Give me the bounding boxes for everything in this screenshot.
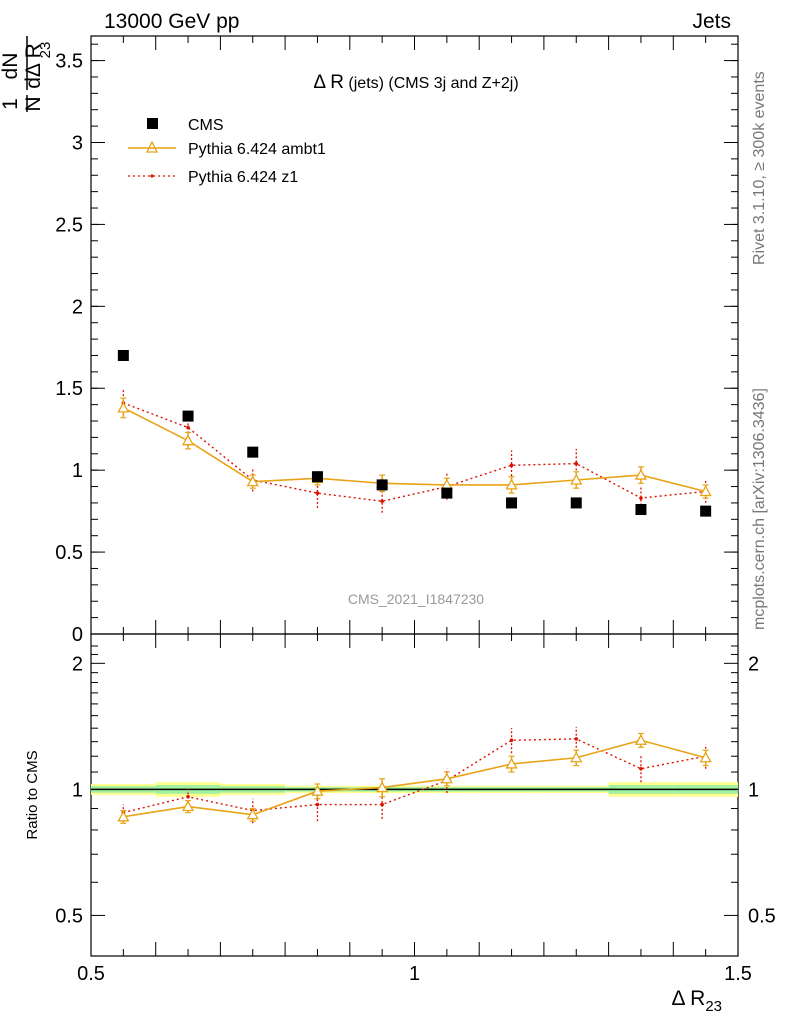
ratio-z1-point xyxy=(315,802,320,807)
xtick-label: 1.5 xyxy=(724,963,752,985)
main-marks xyxy=(117,349,712,517)
ratio-ytick-label: 1 xyxy=(72,779,83,801)
ambt1-point xyxy=(699,485,712,497)
ratio-ambt1-point xyxy=(634,733,648,745)
legend-z1-marker xyxy=(150,174,154,178)
header-right-label: Jets xyxy=(692,10,731,33)
z1-point xyxy=(315,491,320,495)
legend: CMS Pythia 6.424 ambt1 Pythia 6.424 z1 xyxy=(128,117,326,186)
ratio-z1-point xyxy=(380,802,384,807)
z1-series-line xyxy=(123,402,706,503)
mcplots-label: mcplots.cern.ch [arXiv:1306.3436] xyxy=(751,388,768,630)
ratio-z1-point xyxy=(186,794,190,799)
ratio-ytick-label: 0.5 xyxy=(55,905,83,927)
cms-point xyxy=(117,349,129,361)
ambt1-point xyxy=(117,401,130,413)
main-ytick-label: 1 xyxy=(72,460,83,482)
ylabel-d-num: dN xyxy=(0,53,22,80)
ratio-ambt1-point xyxy=(311,784,324,796)
ratio-ytick-label-right: 2 xyxy=(748,653,759,675)
cms-point xyxy=(311,471,323,483)
cms-point xyxy=(182,410,194,422)
ratio-ambt1-point xyxy=(246,808,259,820)
title-main: Δ R xyxy=(313,72,344,93)
xtick-label: 0.5 xyxy=(77,963,105,985)
z1-point xyxy=(639,496,643,500)
main-ytick-label: 3.5 xyxy=(55,51,83,73)
main-ylabel: 1 N dN dΔ R 23 xyxy=(0,36,54,112)
cms-point xyxy=(570,497,582,509)
ambt1-point xyxy=(181,434,195,446)
main-ytick-label: 0 xyxy=(72,624,83,646)
legend-ambt1-label: Pythia 6.424 ambt1 xyxy=(188,141,326,158)
cms-point xyxy=(376,479,388,491)
ratio-ytick-label-right: 1 xyxy=(748,779,759,801)
x-ticks: 0.5 1 1.5 xyxy=(77,36,752,985)
ratio-ambt1-point xyxy=(699,751,712,763)
watermark: CMS_2021_I1847230 xyxy=(348,591,484,607)
ambt1-point xyxy=(634,468,648,480)
ratio-ambt1-point xyxy=(117,810,130,822)
main-ytick-label: 2.5 xyxy=(55,214,83,236)
main-ytick-label: 1.5 xyxy=(55,378,83,400)
ylabel-frac-num: 1 xyxy=(0,98,22,110)
cms-point xyxy=(506,497,518,509)
ratio-marks xyxy=(91,726,738,824)
legend-ambt1-marker xyxy=(145,140,159,153)
z1-point xyxy=(186,425,190,430)
z1-point xyxy=(509,463,514,468)
title-sub: (jets) (CMS 3j and Z+2j) xyxy=(344,75,519,92)
ratio-ytick-label: 2 xyxy=(72,653,83,675)
xtick-label: 1 xyxy=(409,963,420,985)
legend-cms-label: CMS xyxy=(188,117,224,134)
ylabel-frac-den: N xyxy=(22,96,45,111)
ylabel-sub: 23 xyxy=(37,42,54,59)
ratio-ytick-label-right: 0.5 xyxy=(748,905,776,927)
rivet-label: Rivet 3.1.10, ≥ 300k events xyxy=(751,71,768,265)
header-left-label: 13000 GeV pp xyxy=(104,10,239,33)
main-ytick-label: 2 xyxy=(72,296,83,318)
cms-point xyxy=(635,503,647,515)
cms-point xyxy=(700,505,712,517)
ratio-ambt1-point xyxy=(181,800,195,812)
ratio-ambt1-point xyxy=(440,772,453,784)
legend-cms-marker xyxy=(147,118,158,129)
ambt1-point xyxy=(570,473,583,485)
main-ytick-label: 0.5 xyxy=(55,542,83,564)
cms-point xyxy=(247,446,259,458)
main-ytick-label: 3 xyxy=(72,132,83,154)
ambt1-point xyxy=(505,478,518,490)
ambt1-series-line xyxy=(122,407,706,493)
ratio-ambt1-point xyxy=(570,751,583,763)
ratio-ambt1-line xyxy=(123,739,706,818)
ratio-ambt1-point xyxy=(376,781,389,793)
z1-point xyxy=(380,499,384,504)
ratio-z1-point xyxy=(574,737,579,741)
main-y-ticks: 0 0.5 1 1.5 2 2.5 3 3.5 xyxy=(55,43,738,646)
ambt1-point xyxy=(246,475,259,487)
ratio-z1-point xyxy=(509,738,514,743)
ratio-z1-line xyxy=(123,738,706,814)
ratio-ambt1-point xyxy=(505,757,518,769)
x-axis-label: Δ R23 xyxy=(671,987,722,1015)
ratio-ylabel: Ratio to CMS xyxy=(24,750,41,839)
xlabel-sub: 23 xyxy=(705,998,722,1015)
ratio-z1-point xyxy=(639,766,643,771)
main-title: Δ R (jets) (CMS 3j and Z+2j) xyxy=(313,72,518,93)
legend-z1-label: Pythia 6.424 z1 xyxy=(188,169,298,186)
cms-point xyxy=(441,487,453,499)
z1-point xyxy=(574,461,579,466)
xlabel-main: Δ R xyxy=(671,987,705,1010)
